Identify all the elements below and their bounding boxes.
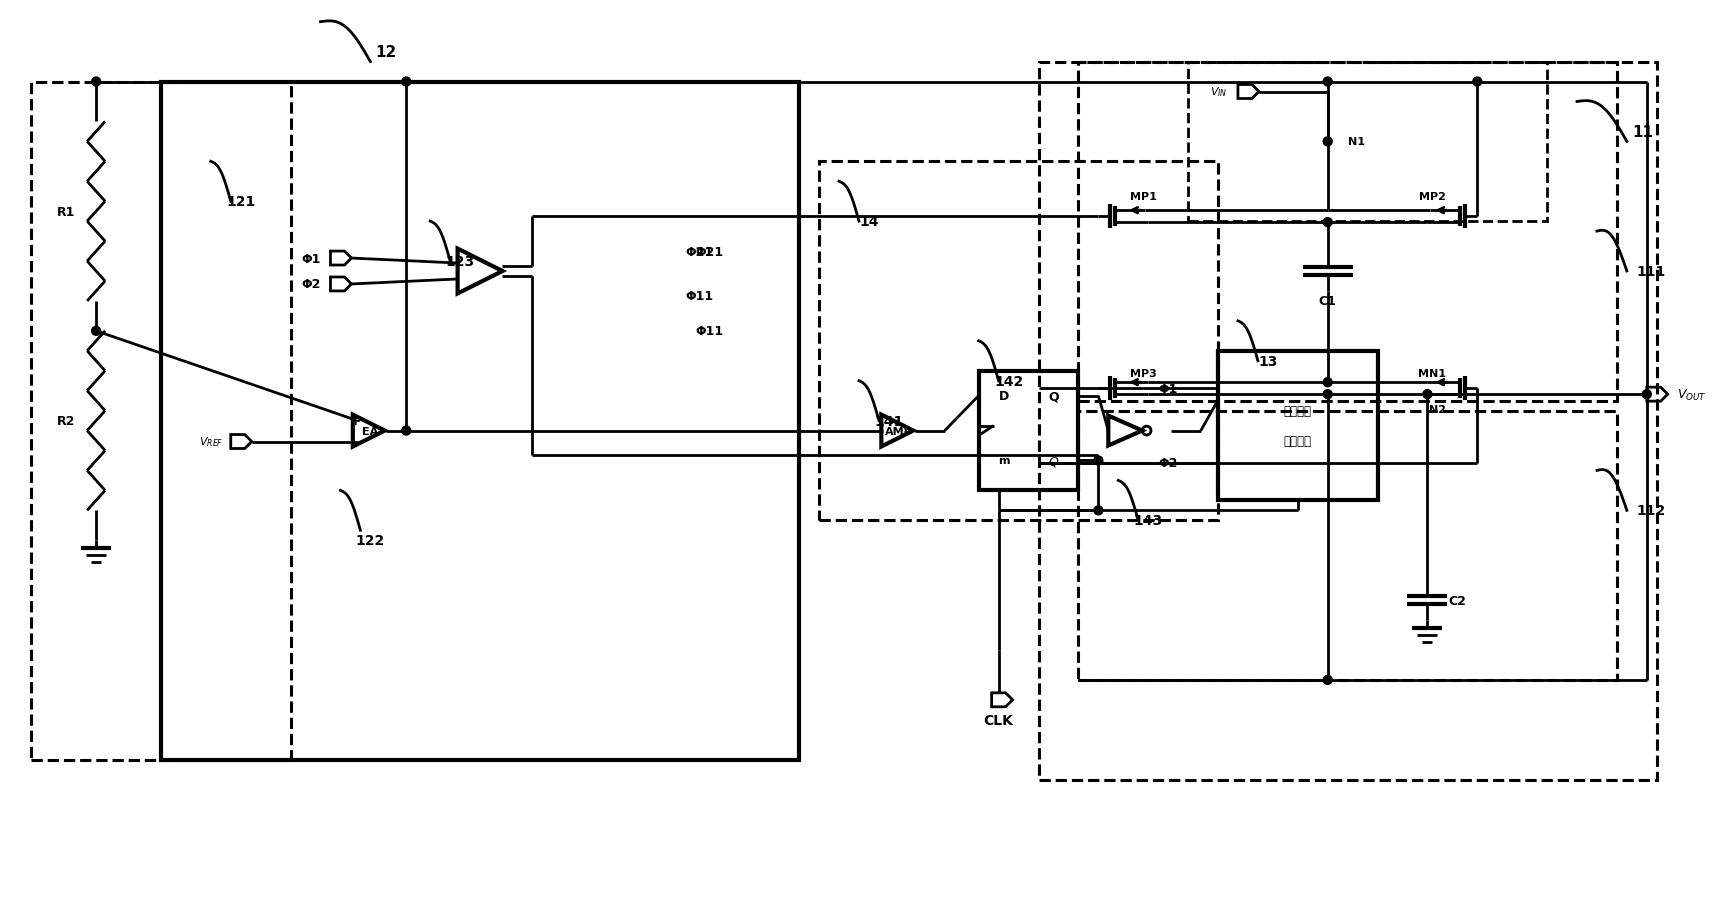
- Text: R2: R2: [57, 415, 76, 428]
- Circle shape: [91, 327, 101, 336]
- Text: +: +: [349, 413, 361, 428]
- Text: 13: 13: [1258, 354, 1278, 368]
- Text: m: m: [998, 456, 1010, 466]
- Text: 141: 141: [874, 414, 904, 428]
- Circle shape: [1472, 78, 1481, 87]
- Text: Q: Q: [1048, 390, 1058, 402]
- Bar: [1038, 62, 1656, 779]
- Text: 142: 142: [995, 374, 1024, 388]
- Text: MP3: MP3: [1130, 369, 1156, 379]
- Text: MP1: MP1: [1130, 192, 1156, 202]
- Circle shape: [1642, 391, 1651, 400]
- Text: Φ11: Φ11: [696, 325, 723, 338]
- Text: CLK: CLK: [984, 713, 1014, 727]
- Text: AMP: AMP: [885, 426, 912, 436]
- Circle shape: [1423, 391, 1431, 400]
- Circle shape: [1323, 391, 1331, 400]
- Circle shape: [1323, 218, 1331, 227]
- Text: Φ21: Φ21: [696, 245, 723, 258]
- Circle shape: [1094, 456, 1103, 465]
- Text: C1: C1: [1319, 295, 1337, 308]
- Circle shape: [1094, 506, 1103, 515]
- Text: $V_{REF}$: $V_{REF}$: [199, 435, 223, 449]
- Text: Φ11: Φ11: [685, 290, 713, 303]
- Text: Φ1: Φ1: [301, 253, 321, 265]
- Text: $\overline{Q}$: $\overline{Q}$: [1048, 453, 1060, 469]
- Text: $V_{OUT}$: $V_{OUT}$: [1677, 387, 1706, 402]
- Circle shape: [1323, 378, 1331, 387]
- Bar: [1218, 352, 1378, 501]
- Text: 12: 12: [375, 45, 397, 60]
- Text: Φ2: Φ2: [1158, 457, 1179, 470]
- Text: EA: EA: [362, 426, 378, 436]
- Text: 143: 143: [1134, 514, 1163, 528]
- Text: MN1: MN1: [1419, 369, 1447, 379]
- Circle shape: [402, 427, 411, 436]
- Text: Φ21: Φ21: [685, 245, 713, 258]
- Text: 122: 122: [356, 534, 385, 548]
- Text: 123: 123: [445, 254, 474, 269]
- Bar: [161, 82, 799, 759]
- Bar: [1079, 62, 1617, 401]
- Text: N1: N1: [1347, 137, 1364, 147]
- Circle shape: [91, 78, 101, 87]
- Text: $V_{IN}$: $V_{IN}$: [1211, 86, 1228, 99]
- Text: MP2: MP2: [1419, 192, 1447, 202]
- Text: 112: 112: [1637, 504, 1666, 518]
- Circle shape: [1323, 676, 1331, 685]
- Bar: [1189, 62, 1548, 222]
- Text: Φ2: Φ2: [301, 278, 321, 291]
- Text: 111: 111: [1637, 264, 1666, 279]
- Text: C2: C2: [1448, 594, 1465, 607]
- Text: 产生电路: 产生电路: [1283, 435, 1313, 447]
- Bar: [31, 82, 290, 759]
- Text: 14: 14: [859, 215, 878, 229]
- Text: R1: R1: [57, 206, 76, 218]
- Text: 11: 11: [1632, 124, 1653, 140]
- Circle shape: [1323, 138, 1331, 147]
- Text: D: D: [998, 390, 1008, 402]
- Bar: [1079, 411, 1617, 680]
- Text: N2: N2: [1429, 405, 1447, 415]
- Text: −: −: [349, 435, 362, 449]
- Bar: [819, 162, 1218, 520]
- Text: Φ1: Φ1: [1158, 382, 1179, 395]
- Circle shape: [1323, 78, 1331, 87]
- Text: 时钟信号: 时钟信号: [1283, 405, 1313, 418]
- Bar: [979, 372, 1079, 491]
- Text: 121: 121: [227, 195, 256, 209]
- Circle shape: [402, 78, 411, 87]
